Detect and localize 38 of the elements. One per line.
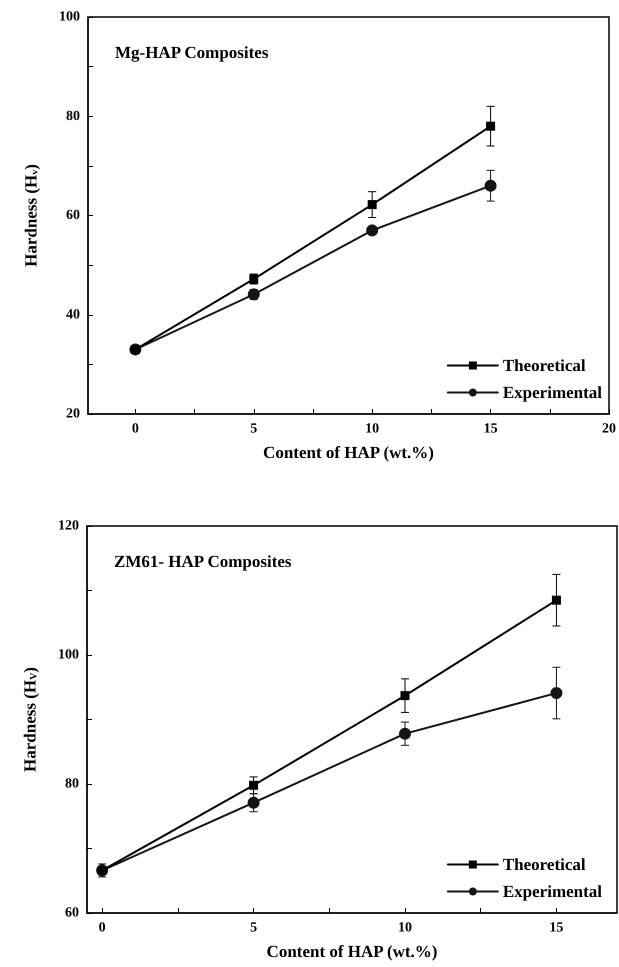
legend-label: Experimental	[502, 383, 602, 402]
y-tick-label: 100	[59, 10, 80, 24]
point	[248, 796, 260, 809]
y-tick-label: 80	[66, 108, 80, 124]
legend-label: Experimental	[502, 882, 602, 901]
x-axis-title: Content of HAP (wt.%)	[266, 942, 438, 961]
x-tick-label: 0	[98, 920, 106, 936]
point	[484, 180, 497, 192]
y-axis-title: Hardness (HV)	[20, 667, 40, 772]
x-tick-label: 0	[132, 422, 139, 436]
x-tick-label: 15	[549, 920, 564, 936]
legend-label: Theoretical	[502, 855, 586, 874]
y-axis-title: Hardness (Hv)	[22, 164, 40, 267]
text: Mg-HAP Composites	[115, 43, 269, 62]
x-axis-title: Content of HAP (wt.%)	[263, 443, 434, 462]
point	[368, 200, 377, 210]
x-tick-label: 10	[365, 422, 380, 436]
y-tick-label: 60	[66, 208, 80, 223]
y-tick-label: 100	[58, 648, 79, 662]
point	[486, 122, 496, 131]
y-tick-label: 120	[58, 518, 79, 534]
point	[552, 596, 561, 605]
legend-label: Theoretical	[502, 356, 586, 375]
point	[550, 687, 562, 700]
point	[249, 780, 258, 790]
point	[366, 224, 378, 236]
x-tick-label: 20	[602, 422, 616, 436]
x-tick-label: 5	[250, 920, 258, 936]
text: ZM61- HAP Composites	[114, 552, 292, 571]
point	[399, 728, 411, 740]
y-tick-label: 40	[66, 307, 80, 322]
x-tick-label: 15	[484, 422, 498, 436]
point	[400, 691, 410, 700]
y-tick-label: 60	[65, 906, 79, 920]
x-tick-label: 5	[250, 422, 258, 436]
y-tick-label: 80	[65, 776, 79, 792]
y-tick-label: 20	[66, 406, 80, 422]
x-tick-label: 10	[398, 920, 412, 936]
